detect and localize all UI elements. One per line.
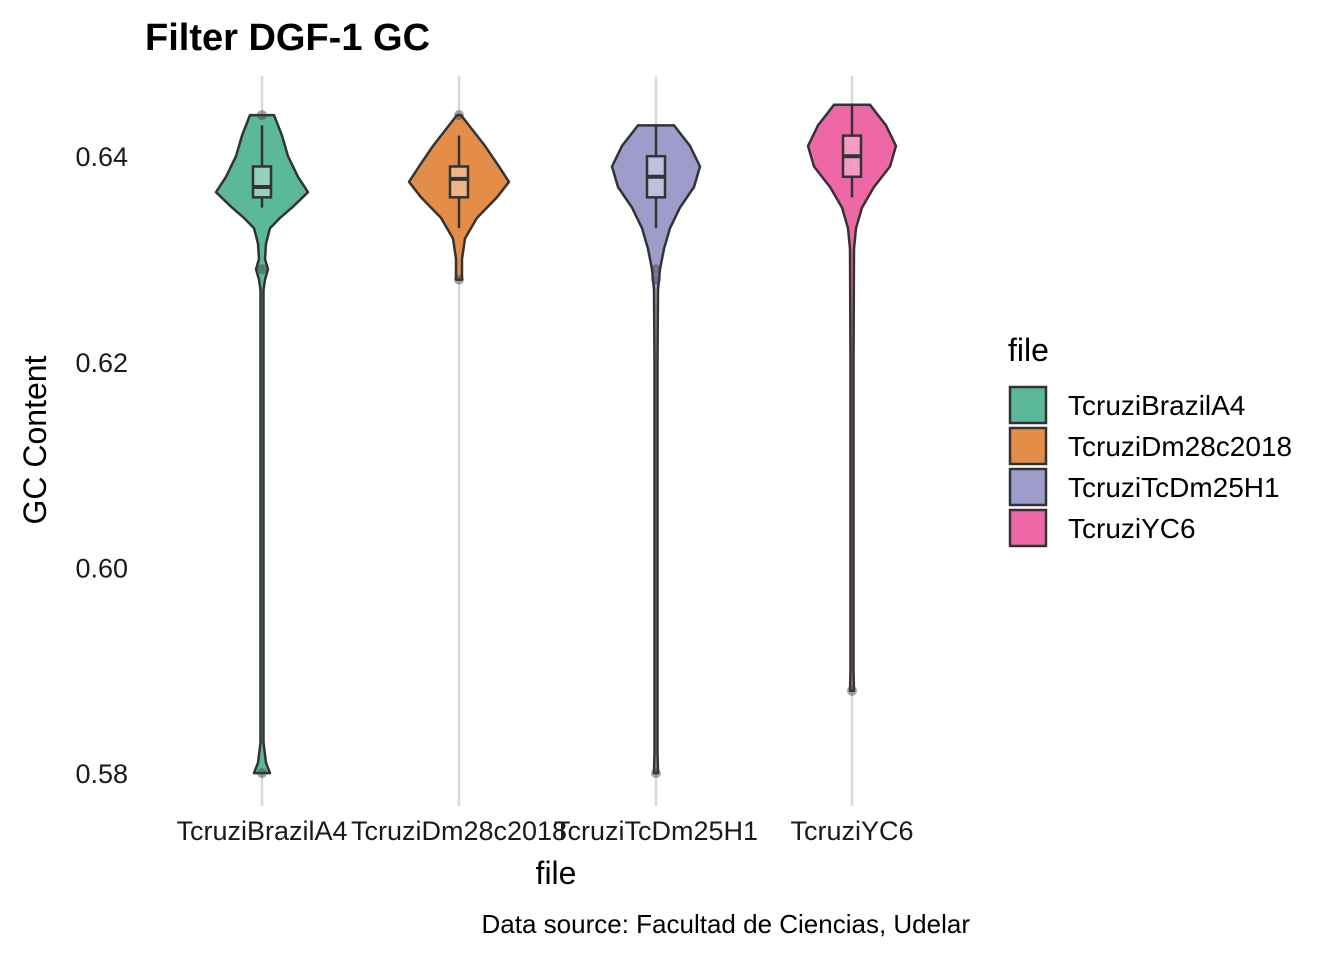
legend-label-3: TcruziYC6 (1068, 513, 1196, 544)
outlier-group (257, 110, 857, 779)
x-tick-label-3: TcruziYC6 (790, 816, 913, 846)
legend-title: file (1008, 332, 1049, 368)
legend: file TcruziBrazilA4 TcruziDm28c2018 Tcruzi… (1008, 332, 1292, 548)
legend-key-0 (1008, 385, 1048, 425)
legend-label-0: TcruziBrazilA4 (1068, 390, 1245, 421)
box-TcruziBrazilA4 (251, 165, 273, 199)
legend-key-1 (1008, 426, 1048, 466)
outlier-TcruziDm28c2018-0 (454, 110, 464, 121)
box-TcruziDm28c2018 (448, 165, 470, 199)
violin-TcruziTcDm25H1 (610, 124, 702, 775)
x-axis-title: file (536, 855, 577, 891)
outlier-TcruziTcDm25H1-1 (651, 274, 661, 285)
y-tick-label-3: 0.64 (75, 142, 128, 172)
outlier-TcruziDm28c2018-1 (454, 274, 464, 285)
x-tick-label-2: TcruziTcDm25H1 (554, 816, 758, 846)
outlier-TcruziYC6-0 (847, 685, 857, 696)
boxplot-group (251, 104, 863, 229)
x-axis-ticks: TcruziBrazilA4 TcruziDm28c2018TcruziTcDm2… (176, 816, 913, 846)
outlier-TcruziTcDm25H1-2 (651, 768, 661, 779)
outlier-TcruziBrazilA4-0 (257, 110, 267, 121)
violin-group (214, 103, 898, 775)
chart-title: Filter DGF-1 GC (145, 17, 430, 59)
y-axis-title: GC Content (17, 355, 53, 524)
y-axis-ticks: 0.58 0.60 0.62 0.64 (75, 142, 128, 789)
caption: Data source: Facultad de Ciencias, Udela… (482, 909, 971, 939)
x-tick-label-0: TcruziBrazilA4 (176, 816, 347, 846)
outlier-TcruziBrazilA4-2 (257, 768, 267, 779)
legend-label-2: TcruziTcDm25H1 (1068, 472, 1280, 503)
legend-key-3 (1008, 508, 1048, 548)
y-tick-label-2: 0.62 (75, 348, 128, 378)
violin-TcruziYC6 (806, 103, 898, 693)
outlier-TcruziBrazilA4-1 (257, 264, 267, 275)
legend-label-1: TcruziDm28c2018 (1068, 431, 1292, 462)
legend-key-2 (1008, 467, 1048, 507)
y-tick-label-0: 0.58 (75, 759, 128, 789)
grid-lines (260, 76, 854, 806)
x-tick-label-1: TcruziDm28c2018 (351, 816, 567, 846)
outlier-TcruziTcDm25H1-0 (651, 264, 661, 275)
y-tick-label-1: 0.60 (75, 553, 128, 583)
violin-TcruziBrazilA4 (214, 113, 310, 775)
